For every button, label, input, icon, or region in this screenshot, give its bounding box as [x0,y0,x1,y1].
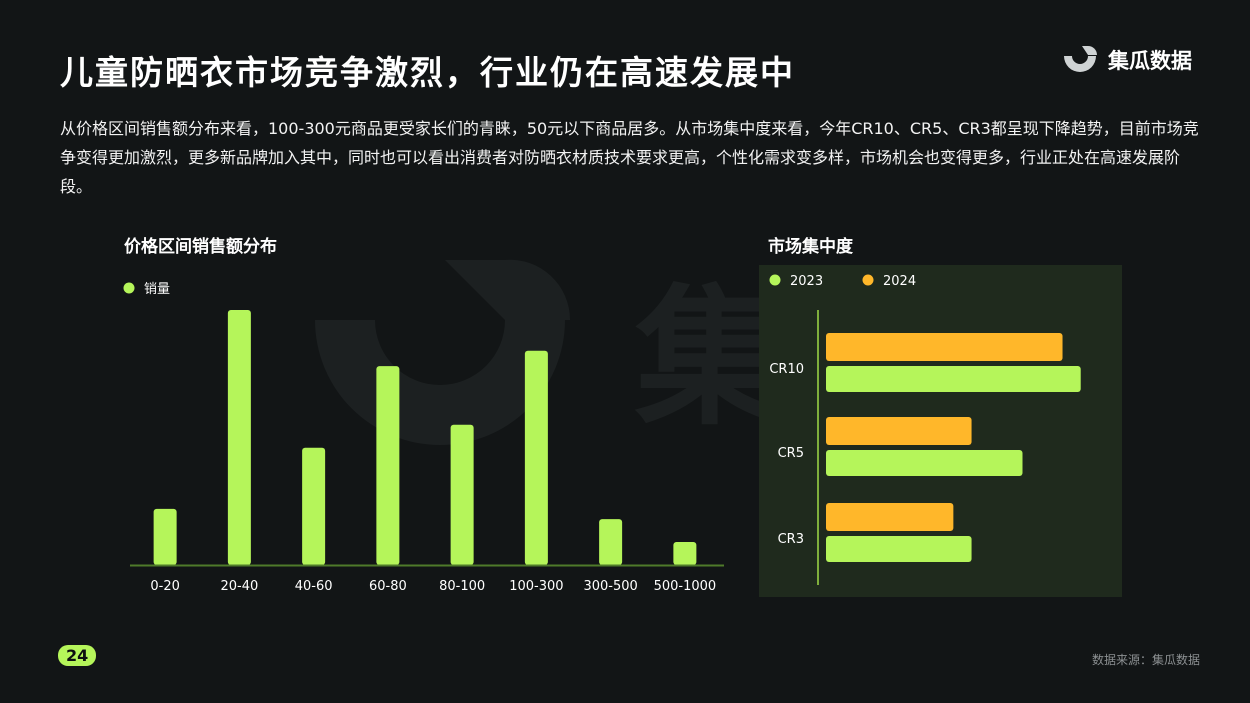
y-tick-label-CR3: CR3 [778,532,804,547]
market-concentration-bar-chart: 2023 2024 CR10 CR5 CR3 [759,265,1122,597]
x-tick-label-20-40: 20-40 [220,579,258,594]
x-tick-label-40-60: 40-60 [295,579,333,594]
legend-label-2024: 2024 [883,274,916,289]
y-tick-label-CR10: CR10 [769,362,804,377]
bar-40-60 [302,447,326,565]
x-tick-label-300-500: 300-500 [583,579,637,594]
page-title: 儿童防晒衣市场竞争激烈，行业仍在高速发展中 [60,53,795,92]
data-source: 数据来源：集瓜数据 [1091,653,1200,667]
legend-swatch-sales [123,282,135,294]
bar-300-500 [599,519,623,565]
concentration-chart-title: 市场集中度 [768,237,853,257]
bar-CR10-2023 [826,366,1081,392]
price-range-bar-chart: 销量 0-20 20-40 40-60 60-80 80-100 100-300 300-50… [123,282,724,594]
legend-swatch-2023 [769,274,781,286]
jigua-logo-icon [1064,46,1097,72]
bar-80-100 [450,424,474,565]
bar-60-80 [376,366,400,565]
bar-20-40 [227,310,251,565]
x-tick-label-0-20: 0-20 [150,579,180,594]
bar-100-300 [524,350,548,565]
bar-CR5-2024 [826,417,972,445]
bar-CR3-2024 [826,503,954,531]
bar-500-1000 [673,542,697,565]
bar-CR5-2023 [826,450,1023,476]
bar-0-20 [153,508,177,565]
brand-logo: 集瓜数据 [1062,44,1192,76]
watermark-logo-cap-icon [445,259,571,320]
y-tick-label-CR5: CR5 [778,446,804,461]
legend-swatch-2024 [862,274,874,286]
bar-CR3-2023 [826,536,972,562]
legend-label-sales: 销量 [144,282,170,297]
brand-name: 集瓜数据 [1108,49,1192,73]
description-text: 从价格区间销售额分布来看，100-300元商品更受家长们的青睐，50元以下商品居… [60,119,1199,196]
x-tick-label-80-100: 80-100 [439,579,485,594]
x-tick-label-100-300: 100-300 [509,579,563,594]
price-chart-title: 价格区间销售额分布 [124,237,277,257]
bar-CR10-2024 [826,333,1063,361]
legend-label-2023: 2023 [790,274,823,289]
x-tick-label-60-80: 60-80 [369,579,407,594]
page-number: 24 [58,645,97,666]
x-tick-label-500-1000: 500-1000 [654,579,717,594]
